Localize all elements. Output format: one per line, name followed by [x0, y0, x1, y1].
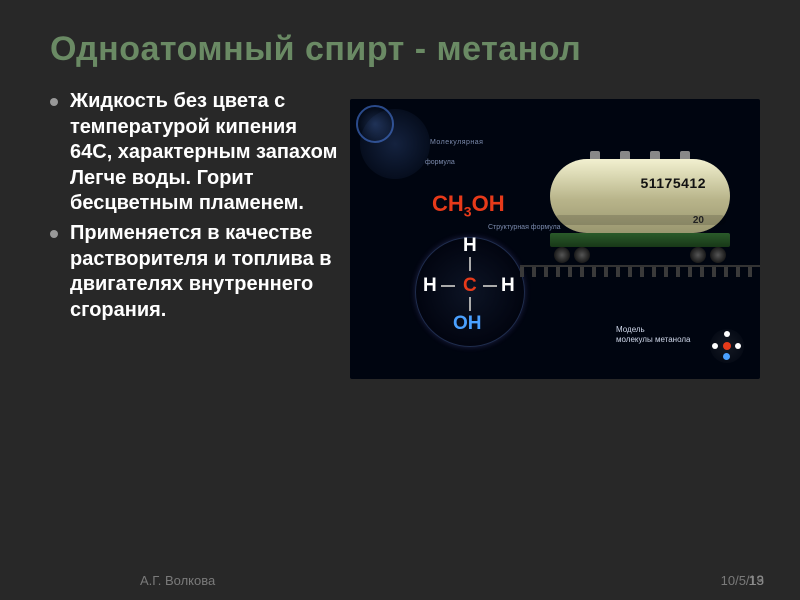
rail-sleepers — [520, 267, 760, 277]
bond-icon — [469, 257, 471, 271]
mini-label-line: Модель — [616, 325, 645, 334]
mini-molecule-icon — [710, 329, 744, 363]
atom-oh-bottom: OH — [453, 313, 482, 335]
tank-number: 51175412 — [640, 175, 706, 191]
tank-wheels — [554, 247, 726, 265]
page-number: 13 — [748, 572, 764, 588]
slide-footer: А.Г. Волкова 10/5/19 — [0, 573, 800, 588]
figure-column: Молекулярная формула CH3OH Структурная ф… — [350, 99, 760, 379]
bullet-item: Применяется в качестве растворителя и то… — [50, 221, 340, 323]
ball-o-icon — [723, 353, 730, 360]
structural-formula-diagram: H H C H OH — [405, 229, 545, 359]
atom-h-left: H — [423, 275, 437, 297]
label-molecular-formula: Молекулярная — [430, 139, 483, 146]
mini-label-line: молекулы метанола — [616, 335, 690, 344]
label-molecular-formula-2: формула — [425, 159, 455, 166]
content-row: Жидкость без цвета с температурой кипени… — [50, 89, 760, 379]
bullet-text: Жидкость без цвета с температурой кипени… — [70, 89, 340, 217]
ball-c-icon — [723, 342, 731, 350]
ball-h-icon — [735, 343, 741, 349]
bond-icon — [483, 285, 497, 287]
bond-icon — [469, 297, 471, 311]
ball-h-icon — [724, 331, 730, 337]
ball-h-icon — [712, 343, 718, 349]
wheel-icon — [574, 247, 590, 263]
slide-title: Одноатомный спирт - метанол — [50, 30, 760, 69]
tank-chassis — [550, 233, 730, 247]
atom-h-right: H — [501, 275, 515, 297]
tanker-illustration: 51175412 20 — [540, 129, 740, 299]
molecular-formula: CH3OH — [432, 191, 505, 219]
bogie — [554, 247, 590, 265]
mini-model-panel: Модель молекулы метанола — [616, 325, 746, 367]
atom-h-top: H — [463, 235, 477, 257]
footer-author: А.Г. Волкова — [140, 573, 215, 588]
bullet-marker-icon — [50, 98, 58, 106]
wheel-icon — [554, 247, 570, 263]
glow-icon — [360, 109, 430, 179]
bogie — [690, 247, 726, 265]
bullet-marker-icon — [50, 230, 58, 238]
slide-container: Одноатомный спирт - метанол Жидкость без… — [0, 0, 800, 600]
bond-icon — [441, 285, 455, 287]
bullet-text: Применяется в качестве растворителя и то… — [70, 221, 340, 323]
wheel-icon — [710, 247, 726, 263]
text-column: Жидкость без цвета с температурой кипени… — [50, 89, 340, 379]
bullet-item: Жидкость без цвета с температурой кипени… — [50, 89, 340, 217]
wheel-icon — [690, 247, 706, 263]
tank-small-number: 20 — [693, 215, 704, 226]
atom-c-center: C — [463, 275, 477, 297]
formula-part: CH — [432, 191, 464, 216]
formula-part: OH — [472, 191, 505, 216]
chemistry-figure: Молекулярная формула CH3OH Структурная ф… — [350, 99, 760, 379]
formula-subscript: 3 — [464, 203, 472, 219]
